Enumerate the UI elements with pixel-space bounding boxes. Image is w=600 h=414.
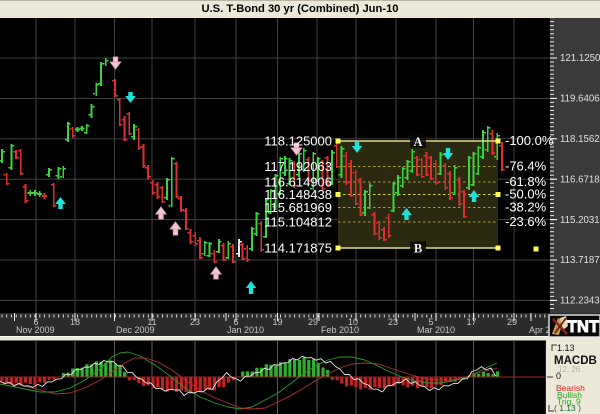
svg-text:Nov 2009: Nov 2009 <box>16 325 55 335</box>
svg-text:B: B <box>414 242 422 256</box>
svg-text:23: 23 <box>190 317 200 327</box>
svg-text:Mar 2010: Mar 2010 <box>417 325 455 335</box>
svg-text:116.6718: 116.6718 <box>560 174 600 185</box>
svg-text:115.681969: 115.681969 <box>264 200 332 215</box>
svg-text:-23.6%: -23.6% <box>505 214 547 229</box>
svg-text:U.S. T-Bond 30 yr (Combined) J: U.S. T-Bond 30 yr (Combined) Jun-10 <box>201 3 398 15</box>
svg-text:Feb 2010: Feb 2010 <box>321 325 359 335</box>
svg-text:MACDB: MACDB <box>554 355 597 367</box>
svg-text:119.6406: 119.6406 <box>560 94 600 105</box>
svg-text:115.2031: 115.2031 <box>560 215 600 226</box>
svg-text:115.104812: 115.104812 <box>264 215 332 230</box>
svg-text:-76.4%: -76.4% <box>505 159 547 174</box>
svg-text:0: 0 <box>556 371 561 381</box>
svg-text:121.1250: 121.1250 <box>560 53 600 64</box>
svg-text:Bearish: Bearish <box>556 383 585 393</box>
svg-text:-50.0%: -50.0% <box>505 187 547 202</box>
svg-text:11: 11 <box>147 317 156 327</box>
svg-text:118.125000: 118.125000 <box>264 134 332 149</box>
svg-text:12, 26: 12, 26 <box>558 365 581 374</box>
svg-text:116.614906: 116.614906 <box>264 175 332 190</box>
svg-text:TNT: TNT <box>567 317 600 336</box>
svg-text:112.2343: 112.2343 <box>560 296 600 307</box>
svg-text:5: 5 <box>428 317 433 327</box>
svg-text:Apr 2: Apr 2 <box>529 325 551 335</box>
svg-text:1.13: 1.13 <box>557 343 575 353</box>
svg-text:10: 10 <box>348 317 358 327</box>
svg-text:29: 29 <box>308 317 318 327</box>
svg-text:Jan 2010: Jan 2010 <box>227 325 264 335</box>
svg-text:Dec 2009: Dec 2009 <box>116 325 155 335</box>
svg-text:19: 19 <box>272 317 282 327</box>
svg-text:-100.0%: -100.0% <box>505 133 554 148</box>
svg-text:29: 29 <box>507 317 517 327</box>
svg-text:118.1562: 118.1562 <box>560 134 600 145</box>
svg-text:23: 23 <box>388 317 398 327</box>
svg-text:Trig. 9: Trig. 9 <box>557 397 581 407</box>
svg-text:113.7187: 113.7187 <box>560 255 600 266</box>
svg-text:116.148438: 116.148438 <box>264 187 332 202</box>
svg-text:18: 18 <box>70 317 80 327</box>
svg-text:A: A <box>413 135 422 149</box>
svg-text:( 1.13 ): ( 1.13 ) <box>554 403 581 413</box>
svg-text:17: 17 <box>466 317 476 327</box>
svg-text:-38.2%: -38.2% <box>505 200 547 215</box>
svg-text:114.171875: 114.171875 <box>264 241 332 256</box>
svg-text:6: 6 <box>233 317 238 327</box>
svg-text:6: 6 <box>33 317 38 327</box>
svg-text:117.192063: 117.192063 <box>264 159 332 174</box>
svg-text:Bullish: Bullish <box>557 390 582 400</box>
svg-text:-61.8%: -61.8% <box>505 174 547 189</box>
